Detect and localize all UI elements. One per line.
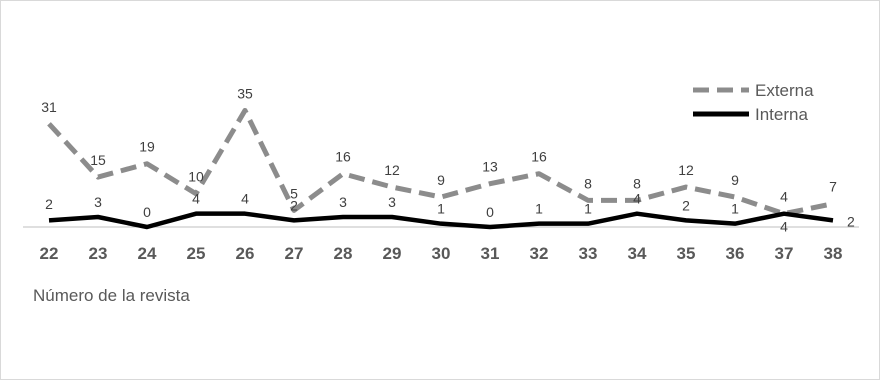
x-tick-label-35: 35: [677, 244, 696, 263]
data-label-externa-36: 9: [731, 172, 739, 188]
data-label-interna-26: 4: [241, 191, 249, 207]
data-label-interna-25: 4: [192, 191, 200, 207]
x-tick-label-22: 22: [40, 244, 59, 263]
data-label-externa-32: 16: [531, 149, 547, 165]
data-label-interna-22: 2: [45, 196, 53, 212]
data-label-interna-24: 0: [143, 204, 151, 220]
x-tick-label-25: 25: [187, 244, 206, 263]
x-tick-label-30: 30: [432, 244, 451, 263]
data-label-externa-38: 7: [829, 179, 837, 195]
data-label-interna-32: 1: [535, 201, 543, 217]
x-tick-label-28: 28: [334, 244, 353, 263]
x-tick-label-37: 37: [775, 244, 794, 263]
x-tick-label-27: 27: [285, 244, 304, 263]
data-label-interna-31: 0: [486, 204, 494, 220]
series-line-externa: [47, 107, 834, 217]
data-label-externa-28: 16: [335, 149, 351, 165]
data-label-interna-27: 2: [290, 197, 298, 213]
x-tick-label-38: 38: [824, 244, 843, 263]
data-label-externa-34: 8: [633, 175, 641, 191]
legend-label-externa: Externa: [755, 81, 814, 100]
data-label-externa-25: 10: [188, 169, 204, 185]
legend-label-interna: Interna: [755, 105, 808, 124]
x-tick-label-29: 29: [383, 244, 402, 263]
data-label-externa-26: 35: [237, 85, 253, 101]
data-label-interna-36: 1: [731, 201, 739, 217]
data-label-externa-27: 5: [290, 185, 298, 201]
data-label-externa-23: 15: [90, 152, 106, 168]
data-label-interna-30: 1: [437, 201, 445, 217]
legend: Externa Interna: [693, 81, 814, 124]
data-label-externa-33: 8: [584, 175, 592, 191]
x-tick-label-26: 26: [236, 244, 255, 263]
x-tick-label-24: 24: [138, 244, 157, 263]
data-label-interna-38: 2: [847, 213, 855, 229]
x-tick-label-32: 32: [530, 244, 549, 263]
data-label-interna-35: 2: [682, 197, 690, 213]
data-label-interna-33: 1: [584, 201, 592, 217]
data-label-externa-29: 12: [384, 162, 400, 178]
data-label-interna-29: 3: [388, 194, 396, 210]
x-tick-label-33: 33: [579, 244, 598, 263]
data-label-externa-35: 12: [678, 162, 694, 178]
data-label-interna-28: 3: [339, 194, 347, 210]
data-label-externa-22: 31: [41, 99, 57, 115]
x-tick-label-23: 23: [89, 244, 108, 263]
data-label-interna-37: 4: [780, 189, 788, 205]
series-line-interna: [48, 211, 834, 230]
x-tick-label-34: 34: [628, 244, 647, 263]
data-label-interna-23: 3: [94, 194, 102, 210]
x-tick-label-36: 36: [726, 244, 745, 263]
data-label-externa-30: 9: [437, 172, 445, 188]
x-tick-label-31: 31: [481, 244, 500, 263]
data-label-externa-31: 13: [482, 159, 498, 175]
data-label-externa-24: 19: [139, 139, 155, 155]
data-label-externa-37: 4: [780, 219, 788, 235]
data-label-interna-34: 4: [633, 191, 641, 207]
x-axis-title: Número de la revista: [33, 286, 190, 305]
